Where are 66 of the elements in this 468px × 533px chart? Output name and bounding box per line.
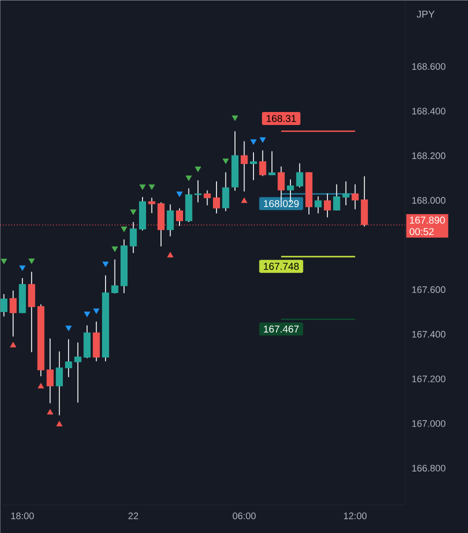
candlestick xyxy=(56,351,63,416)
point xyxy=(139,184,146,190)
x-tick-label: 12:00 xyxy=(344,512,367,520)
candlestick xyxy=(130,222,137,254)
candlestick xyxy=(0,294,8,317)
y-tick-label: 167.600 xyxy=(412,286,446,293)
x-tick-label: 18:00 xyxy=(11,512,34,520)
series-label: 167.467 xyxy=(264,326,299,333)
candlestick xyxy=(166,204,174,237)
x-tick-label: 06:00 xyxy=(232,512,256,520)
series-label: 167.748 xyxy=(264,262,299,270)
candlestick xyxy=(296,162,304,188)
candlestick xyxy=(212,180,220,214)
point xyxy=(232,115,238,121)
point xyxy=(0,258,8,264)
y-tick-label: 168.000 xyxy=(412,197,446,204)
candlestick xyxy=(74,342,82,404)
candlestick xyxy=(28,271,36,353)
candlestick xyxy=(259,150,266,177)
candlestick xyxy=(250,152,257,181)
y-tick-label: 167.000 xyxy=(412,420,446,427)
x-tick-label: 22 xyxy=(128,512,138,520)
candlestick xyxy=(314,196,322,214)
candlestick xyxy=(204,190,211,206)
point xyxy=(120,226,128,232)
ref-line-label: 167.890 xyxy=(410,216,445,224)
point xyxy=(130,209,136,215)
candlestick xyxy=(342,180,350,206)
point xyxy=(84,312,90,318)
candlestick xyxy=(240,140,248,192)
point xyxy=(46,409,54,415)
point xyxy=(93,308,100,314)
point xyxy=(102,262,109,268)
point xyxy=(38,382,44,388)
candlestick xyxy=(194,180,202,203)
point xyxy=(28,258,35,264)
point xyxy=(19,265,26,271)
y-tick-label: 167.200 xyxy=(412,376,446,382)
point xyxy=(186,176,192,181)
y-tick-label: 168.400 xyxy=(412,108,446,114)
candlestick xyxy=(65,338,72,378)
point xyxy=(10,342,16,348)
y-tick-label: 167.400 xyxy=(412,330,446,338)
point xyxy=(222,158,229,164)
y-tick-label: 168.200 xyxy=(412,152,446,160)
y-tick-label: 166.800 xyxy=(412,464,446,472)
candlestick xyxy=(46,338,54,404)
text: 00:52 xyxy=(410,228,434,236)
point xyxy=(260,137,266,143)
candlestick xyxy=(324,193,331,218)
point xyxy=(148,184,155,190)
series-label: 168.31 xyxy=(266,114,296,122)
candlestick xyxy=(268,150,276,176)
point xyxy=(176,192,183,198)
candlestick xyxy=(222,172,230,212)
candlestick xyxy=(333,184,340,211)
point xyxy=(112,246,118,252)
candlestick xyxy=(111,259,118,294)
point xyxy=(56,420,62,426)
y-axis-title: JPY xyxy=(416,10,435,18)
point xyxy=(250,139,257,145)
candlestick xyxy=(352,184,359,210)
candlestick xyxy=(10,290,17,337)
y-tick-label: 168.600 xyxy=(412,63,446,70)
point xyxy=(65,326,72,332)
point xyxy=(194,166,202,172)
